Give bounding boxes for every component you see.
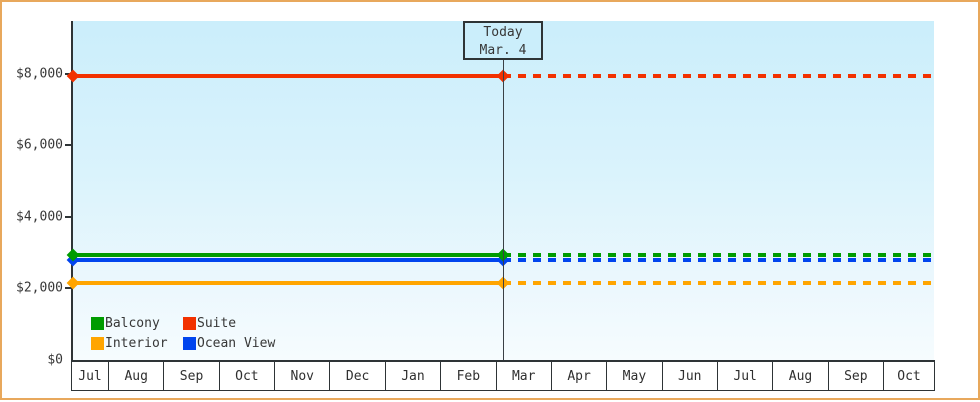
x-axis-month-7: Jan (386, 362, 442, 390)
x-axis-month-5: Nov (275, 362, 331, 390)
series-line-dashed-interior[interactable] (503, 281, 934, 286)
x-axis-month-6: Dec (330, 362, 386, 390)
y-axis-line (71, 21, 73, 360)
x-axis-month-4: Oct (220, 362, 276, 390)
legend-label: Balcony (105, 315, 160, 331)
today-date-label: Mar. 4 (479, 43, 527, 58)
legend-item-balcony[interactable]: Balcony (91, 313, 183, 333)
x-axis-month-14: Aug (773, 362, 829, 390)
today-label-box: Today Mar. 4 (463, 21, 543, 60)
legend-item-ocean-view[interactable]: Ocean View (183, 333, 275, 353)
y-tick-mark (65, 144, 71, 147)
legend-swatch-icon (183, 316, 196, 330)
y-tick-label: $2,000 (16, 280, 63, 296)
x-axis-month-1: Jul (72, 362, 109, 390)
x-axis-month-row: Jul Aug Sep Oct Nov Dec Jan Feb Mar Apr May Jun Jul A… (71, 360, 935, 391)
series-line-dashed-balcony[interactable] (503, 252, 934, 257)
today-label: Today (483, 25, 523, 40)
legend-swatch-icon (91, 336, 104, 350)
x-axis-month-15: Sep (829, 362, 885, 390)
x-axis-month-10: Apr (552, 362, 608, 390)
x-axis-month-8: Feb (441, 362, 497, 390)
legend-item-interior[interactable]: Interior (91, 333, 183, 353)
legend-swatch-icon (183, 336, 196, 350)
legend-swatch-icon (91, 316, 104, 330)
series-line-solid-balcony[interactable] (73, 252, 503, 257)
y-tick-label: $6,000 (16, 137, 63, 153)
y-axis-labels: $0 $2,000 $4,000 $6,000 $8,000 (2, 2, 65, 402)
x-axis-month-2: Aug (109, 362, 165, 390)
today-vertical-line (502, 60, 504, 360)
x-axis-month-13: Jul (718, 362, 774, 390)
series-line-solid-suite[interactable] (73, 73, 503, 78)
x-axis-month-16: Oct (897, 368, 921, 384)
legend-label: Interior (105, 335, 168, 351)
legend-item-suite[interactable]: Suite (183, 313, 275, 333)
x-axis-month-9: Mar (497, 362, 552, 390)
x-axis-month-3: Sep (164, 362, 220, 390)
legend: Balcony Interior Suite Ocean View (91, 313, 275, 353)
y-tick-label: $4,000 (16, 209, 63, 225)
y-tick-mark (65, 287, 71, 290)
legend-label: Suite (197, 315, 237, 331)
series-line-dashed-suite[interactable] (503, 73, 934, 78)
series-line-solid-interior[interactable] (73, 281, 503, 286)
legend-label: Ocean View (197, 335, 276, 351)
x-axis-month-11: May (607, 362, 663, 390)
y-tick-label: $8,000 (16, 66, 63, 82)
y-tick-label: $0 (47, 352, 63, 368)
y-tick-mark (65, 215, 71, 218)
x-axis-month-12: Jun (663, 362, 718, 390)
series-line-dashed-ocean-view[interactable] (503, 258, 934, 263)
series-line-solid-ocean-view[interactable] (73, 258, 503, 263)
